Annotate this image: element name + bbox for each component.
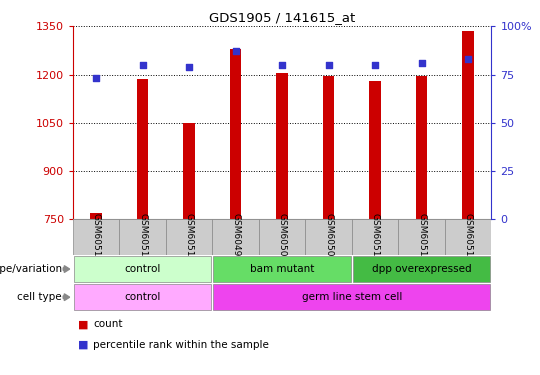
FancyBboxPatch shape — [306, 219, 352, 255]
Title: GDS1905 / 141615_at: GDS1905 / 141615_at — [209, 11, 355, 24]
FancyBboxPatch shape — [213, 256, 351, 282]
FancyBboxPatch shape — [74, 284, 212, 310]
FancyBboxPatch shape — [73, 219, 119, 255]
Text: GSM60516: GSM60516 — [138, 213, 147, 262]
Point — [325, 62, 333, 68]
Text: genotype/variation: genotype/variation — [0, 264, 62, 274]
Text: GSM60503: GSM60503 — [324, 213, 333, 262]
Text: control: control — [124, 264, 161, 274]
Text: percentile rank within the sample: percentile rank within the sample — [93, 340, 269, 350]
Bar — [230, 49, 241, 219]
Text: GSM60512: GSM60512 — [417, 213, 426, 262]
Text: GSM60500: GSM60500 — [278, 213, 287, 262]
Text: dpp overexpressed: dpp overexpressed — [372, 264, 471, 274]
Text: ■: ■ — [78, 340, 89, 350]
Point — [417, 60, 426, 66]
Text: GSM60517: GSM60517 — [185, 213, 194, 262]
Point — [231, 48, 240, 54]
Text: GSM60498: GSM60498 — [231, 213, 240, 262]
Bar — [416, 76, 428, 219]
FancyBboxPatch shape — [74, 256, 212, 282]
Bar — [90, 213, 102, 219]
Text: GSM60513: GSM60513 — [464, 213, 472, 262]
Bar — [462, 31, 474, 219]
Point — [185, 64, 193, 70]
Bar — [369, 81, 381, 219]
Text: germ line stem cell: germ line stem cell — [302, 292, 402, 302]
Point — [138, 62, 147, 68]
FancyBboxPatch shape — [352, 219, 399, 255]
Bar — [184, 123, 195, 219]
Bar — [276, 73, 288, 219]
Point — [371, 62, 380, 68]
FancyBboxPatch shape — [259, 219, 306, 255]
Text: ■: ■ — [78, 320, 89, 329]
Text: GSM60515: GSM60515 — [92, 213, 100, 262]
FancyBboxPatch shape — [119, 219, 166, 255]
Text: count: count — [93, 320, 123, 329]
Text: GSM60510: GSM60510 — [370, 213, 380, 262]
FancyBboxPatch shape — [166, 219, 212, 255]
FancyBboxPatch shape — [399, 219, 445, 255]
Point — [464, 56, 472, 62]
Bar — [323, 76, 334, 219]
FancyBboxPatch shape — [213, 284, 490, 310]
FancyBboxPatch shape — [445, 219, 491, 255]
Text: cell type: cell type — [17, 292, 62, 302]
Bar — [137, 80, 148, 219]
Text: control: control — [124, 292, 161, 302]
FancyBboxPatch shape — [212, 219, 259, 255]
FancyBboxPatch shape — [353, 256, 490, 282]
Text: bam mutant: bam mutant — [250, 264, 314, 274]
Point — [92, 75, 100, 81]
Point — [278, 62, 286, 68]
